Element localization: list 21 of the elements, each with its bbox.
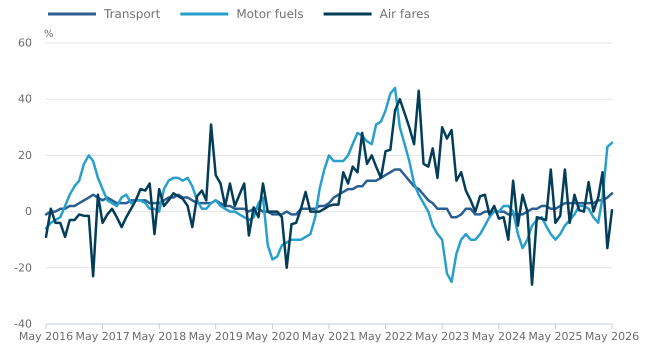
x-tick-label: May 2022 [358,330,413,343]
x-tick-label: May 2025 [528,330,583,343]
x-tick-label: May 2024 [472,330,526,343]
y-tick-label: -20 [14,261,32,274]
y-tick-label: -40 [14,318,32,331]
x-tick-label: May 2020 [245,330,300,343]
y-axis-title: % [44,29,54,40]
x-tick-label: May 2017 [75,330,130,343]
legend-label: Air fares [380,7,430,21]
x-tick-label: May 2019 [188,330,243,343]
y-tick-label: 60 [18,36,32,50]
y-tick-label: 0 [25,205,32,218]
legend-label: Motor fuels [236,7,304,21]
y-tick-label: 20 [18,148,32,162]
x-tick-label: May 2016 [18,330,74,343]
x-tick-label: May 2023 [415,330,470,343]
x-tick-label: May 2021 [302,330,356,343]
x-tick-label: May 2018 [132,330,186,343]
legend-label: Transport [103,7,161,21]
x-tick-label: May 2026 [584,330,640,343]
y-tick-label: 40 [18,92,32,106]
